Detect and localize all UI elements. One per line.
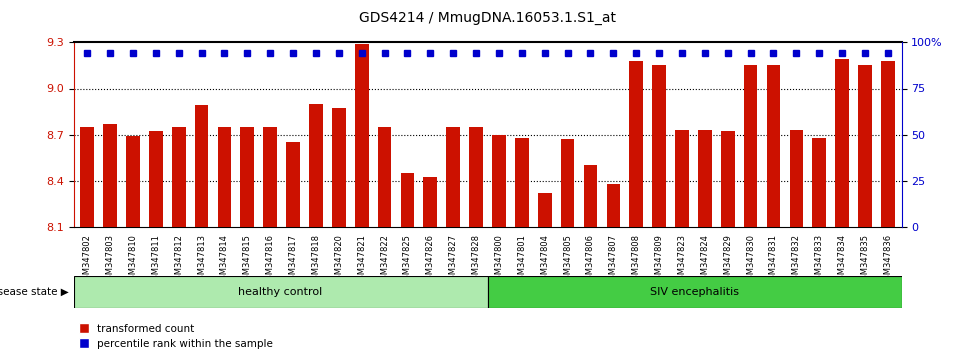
Bar [492, 135, 506, 227]
Bar [74, 276, 488, 308]
Bar [744, 65, 758, 227]
Bar [881, 61, 895, 227]
Text: GDS4214 / MmugDNA.16053.1.S1_at: GDS4214 / MmugDNA.16053.1.S1_at [359, 11, 616, 25]
Bar [858, 65, 872, 227]
Legend: transformed count, percentile rank within the sample: transformed count, percentile rank withi… [78, 324, 273, 349]
Bar [423, 177, 437, 227]
Bar [469, 127, 483, 227]
Bar [332, 108, 346, 227]
Bar [584, 165, 598, 227]
Bar [401, 173, 415, 227]
Bar [218, 127, 231, 227]
Bar [653, 65, 666, 227]
Bar [446, 127, 460, 227]
Bar [812, 138, 826, 227]
Bar [149, 131, 163, 227]
Text: healthy control: healthy control [238, 287, 322, 297]
Bar [766, 65, 780, 227]
Text: SIV encephalitis: SIV encephalitis [650, 287, 739, 297]
Bar [240, 127, 254, 227]
Bar [309, 104, 322, 227]
Bar [80, 127, 94, 227]
Bar [172, 127, 185, 227]
Bar [103, 124, 117, 227]
Bar [264, 127, 277, 227]
Bar [721, 131, 735, 227]
Bar [538, 193, 552, 227]
Bar [286, 142, 300, 227]
Bar [629, 61, 643, 227]
Bar [195, 105, 209, 227]
Bar [561, 139, 574, 227]
Bar [488, 276, 902, 308]
Bar [377, 127, 391, 227]
Bar [698, 130, 711, 227]
Bar [790, 130, 804, 227]
Bar [355, 44, 368, 227]
Bar [675, 130, 689, 227]
Bar [607, 184, 620, 227]
Text: disease state ▶: disease state ▶ [0, 287, 69, 297]
Bar [835, 59, 849, 227]
Bar [515, 138, 529, 227]
Bar [126, 136, 140, 227]
